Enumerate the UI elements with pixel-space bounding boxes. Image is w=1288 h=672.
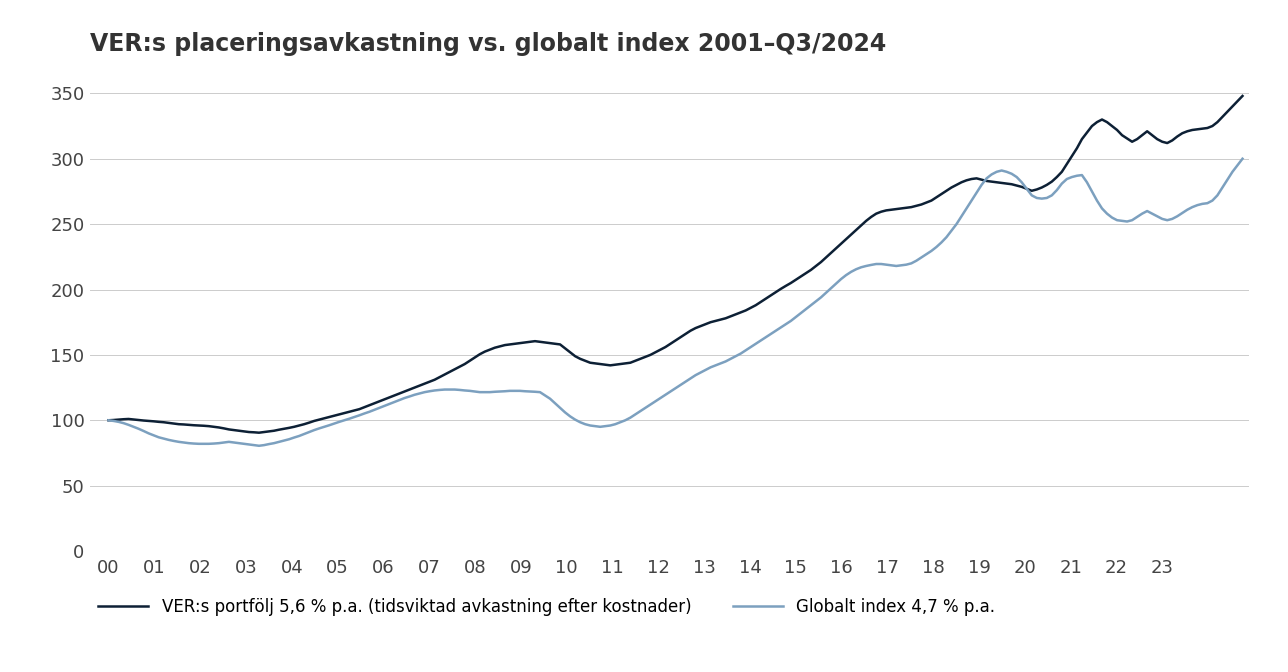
Line: Globalt index 4,7 % p.a.: Globalt index 4,7 % p.a. [108,159,1243,446]
Text: VER:s placeringsavkastning vs. globalt index 2001–Q3/2024: VER:s placeringsavkastning vs. globalt i… [90,32,886,56]
Globalt index 4,7 % p.a. [622,414,638,422]
Globalt index 4,7 % p.a. [206,439,222,448]
Globalt index 4,7 % p.a. [1235,155,1251,163]
VER:s portfölj 5,6 % p.a. (tidsviktad avkastning efter kostnader) [622,359,638,367]
VER:s portfölj 5,6 % p.a. (tidsviktad avkastning efter kostnader) [989,178,1005,186]
Line: VER:s portfölj 5,6 % p.a. (tidsviktad avkastning efter kostnader): VER:s portfölj 5,6 % p.a. (tidsviktad av… [108,96,1243,433]
Legend: VER:s portfölj 5,6 % p.a. (tidsviktad avkastning efter kostnader), Globalt index: VER:s portfölj 5,6 % p.a. (tidsviktad av… [98,598,996,616]
Globalt index 4,7 % p.a. [100,416,116,424]
Globalt index 4,7 % p.a. [251,442,267,450]
VER:s portfölj 5,6 % p.a. (tidsviktad avkastning efter kostnader) [683,327,698,335]
Globalt index 4,7 % p.a. [989,168,1005,176]
Globalt index 4,7 % p.a. [683,374,698,382]
Globalt index 4,7 % p.a. [582,421,598,429]
VER:s portfölj 5,6 % p.a. (tidsviktad avkastning efter kostnader) [1235,92,1251,100]
VER:s portfölj 5,6 % p.a. (tidsviktad avkastning efter kostnader) [251,429,267,437]
VER:s portfölj 5,6 % p.a. (tidsviktad avkastning efter kostnader) [1154,138,1170,146]
VER:s portfölj 5,6 % p.a. (tidsviktad avkastning efter kostnader) [206,423,222,431]
VER:s portfölj 5,6 % p.a. (tidsviktad avkastning efter kostnader) [582,359,598,367]
VER:s portfölj 5,6 % p.a. (tidsviktad avkastning efter kostnader) [100,416,116,424]
Globalt index 4,7 % p.a. [1154,215,1170,223]
